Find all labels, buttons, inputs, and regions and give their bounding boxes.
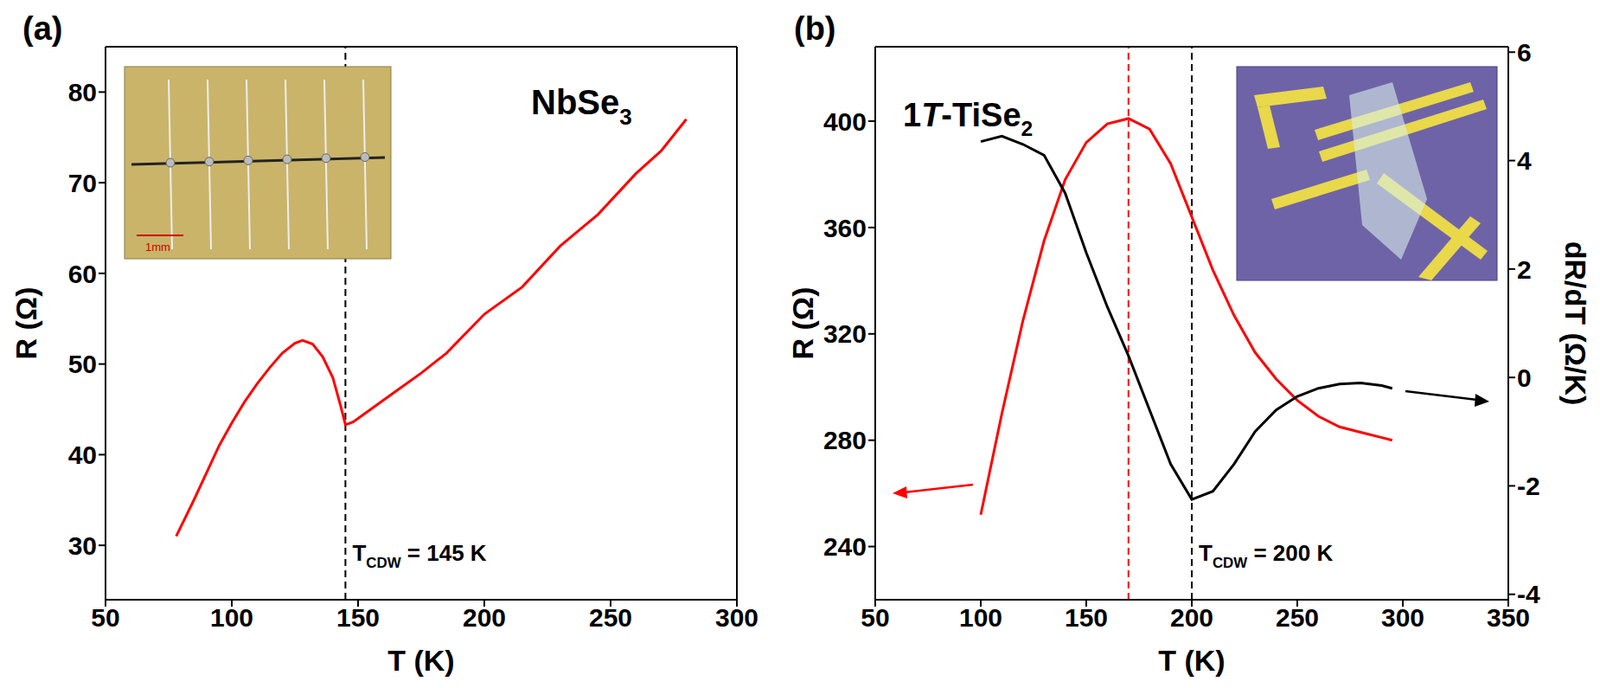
svg-text:80: 80	[68, 77, 97, 107]
svg-text:320: 320	[823, 319, 867, 348]
svg-text:-4: -4	[1516, 579, 1541, 608]
svg-text:4: 4	[1516, 146, 1532, 175]
svg-text:360: 360	[823, 213, 867, 243]
svg-text:50: 50	[860, 602, 890, 632]
svg-text:40: 40	[68, 440, 97, 469]
svg-text:T (K): T (K)	[1158, 643, 1225, 677]
svg-text:60: 60	[68, 259, 97, 288]
svg-text:(b): (b)	[793, 10, 837, 47]
svg-text:50: 50	[90, 602, 120, 632]
svg-text:(a): (a)	[22, 10, 63, 47]
svg-text:240: 240	[823, 531, 867, 561]
svg-text:2: 2	[1516, 255, 1532, 284]
svg-text:TCDW = 145 K: TCDW = 145 K	[352, 539, 487, 571]
svg-text:250: 250	[588, 602, 633, 632]
svg-text:200: 200	[1170, 602, 1214, 632]
svg-text:T (K): T (K)	[387, 643, 455, 677]
svg-text:400: 400	[823, 107, 867, 136]
svg-text:300: 300	[715, 602, 759, 632]
svg-text:70: 70	[68, 168, 97, 198]
svg-text:100: 100	[959, 602, 1003, 632]
svg-text:100: 100	[210, 602, 254, 632]
svg-text:200: 200	[462, 602, 506, 632]
svg-text:NbSe3: NbSe3	[531, 83, 633, 130]
svg-text:50: 50	[68, 349, 97, 378]
svg-text:300: 300	[1381, 602, 1425, 632]
svg-text:350: 350	[1486, 603, 1530, 632]
svg-text:0: 0	[1516, 363, 1532, 392]
svg-text:150: 150	[336, 602, 380, 632]
svg-text:30: 30	[68, 531, 97, 560]
svg-text:1mm: 1mm	[145, 240, 171, 254]
svg-text:R (Ω): R (Ω)	[786, 287, 820, 360]
svg-text:TCDW = 200 K: TCDW = 200 K	[1198, 539, 1333, 571]
svg-text:-2: -2	[1516, 471, 1541, 500]
svg-text:1T-TiSe2: 1T-TiSe2	[902, 96, 1033, 141]
svg-text:280: 280	[823, 425, 867, 455]
svg-text:250: 250	[1275, 602, 1319, 632]
svg-text:6: 6	[1516, 38, 1532, 67]
svg-text:150: 150	[1064, 602, 1108, 632]
svg-text:R (Ω): R (Ω)	[9, 287, 43, 360]
svg-text:dR/dT (Ω/K): dR/dT (Ω/K)	[1559, 241, 1593, 406]
